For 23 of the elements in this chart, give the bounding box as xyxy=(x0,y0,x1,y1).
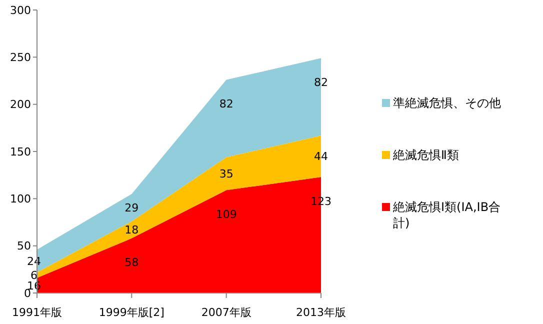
x-tick-label: 2013年版 xyxy=(296,306,346,319)
data-label: 82 xyxy=(314,76,328,89)
data-label: 82 xyxy=(219,98,234,111)
y-tick-label: 50 xyxy=(17,240,31,253)
data-label: 18 xyxy=(124,224,139,237)
x-tick-label: 1991年版 xyxy=(12,306,62,319)
data-label: 35 xyxy=(219,168,234,181)
data-label: 109 xyxy=(216,208,237,222)
y-tick-label: 300 xyxy=(10,4,31,17)
x-tick-label: 2007年版 xyxy=(201,306,252,319)
data-label: 29 xyxy=(124,201,139,214)
data-label: 44 xyxy=(314,150,328,164)
y-tick-label: 150 xyxy=(10,145,31,158)
data-label: 58 xyxy=(124,256,139,270)
legend-label: 準絶滅危惧、その他 xyxy=(393,96,501,110)
y-tick-label: 0 xyxy=(24,286,31,300)
legend-label: 絶滅危惧Ⅱ類 xyxy=(392,148,459,162)
legend-label: 絶滅危惧Ⅰ類(ⅠA,ⅠB合計) xyxy=(392,200,501,230)
y-tick-label: 250 xyxy=(10,51,31,64)
data-label: 6 xyxy=(30,268,38,282)
x-tick-label: 1999年版[2] xyxy=(98,306,164,319)
y-tick-label: 100 xyxy=(10,192,31,206)
y-tick-label: 200 xyxy=(10,98,31,112)
